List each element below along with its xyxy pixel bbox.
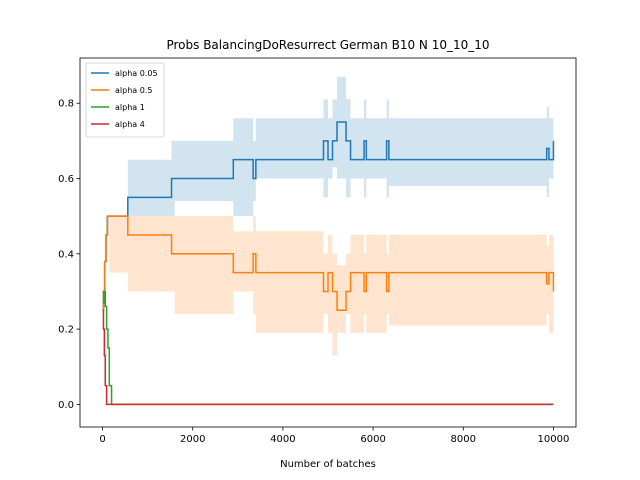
y-tick-label: 0.0 xyxy=(58,400,74,411)
legend-box xyxy=(85,62,165,138)
y-tick-label: 0.2 xyxy=(58,325,74,336)
line-series-3 xyxy=(102,309,554,406)
y-tick-label: 0.8 xyxy=(58,99,74,110)
line-series-2 xyxy=(102,290,554,406)
legend-entry: alpha 4 xyxy=(115,120,145,129)
legend-entry: alpha 1 xyxy=(115,103,145,112)
series-lines xyxy=(102,121,555,406)
x-tick-label: 0 xyxy=(99,434,105,445)
y-tick-label: 0.4 xyxy=(58,249,74,260)
chart-title: Probs BalancingDoResurrect German B10 N … xyxy=(166,38,489,52)
x-tick-label: 6000 xyxy=(360,434,385,445)
x-axis-label: Number of batches xyxy=(280,459,376,470)
legend-entry: alpha 0.5 xyxy=(115,86,152,95)
y-axis: 0.0 0.2 0.4 0.6 0.8 xyxy=(58,99,80,411)
x-tick-label: 8000 xyxy=(451,434,476,445)
band-series-0 xyxy=(102,76,554,311)
legend: alpha 0.05 alpha 0.5 alpha 1 alpha 4 xyxy=(85,62,165,138)
x-tick-label: 2000 xyxy=(180,434,205,445)
plot-frame xyxy=(79,57,577,428)
x-tick-label: 10000 xyxy=(538,434,570,445)
y-tick-label: 0.6 xyxy=(58,174,74,185)
line-series-1 xyxy=(102,215,555,312)
legend-entry: alpha 0.05 xyxy=(115,69,158,78)
x-tick-label: 4000 xyxy=(270,434,295,445)
x-axis: 0 2000 4000 6000 8000 10000 xyxy=(99,427,569,445)
